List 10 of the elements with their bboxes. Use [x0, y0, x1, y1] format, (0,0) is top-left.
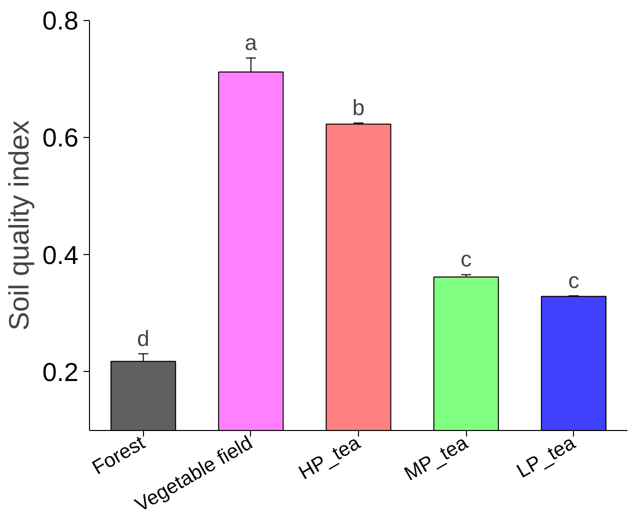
annotation: b [352, 95, 365, 120]
annotation: d [137, 326, 150, 351]
y-axis-title: Soil quality index [3, 120, 34, 331]
y-tick-label: 0.4 [42, 240, 79, 270]
annotation: a [244, 30, 258, 55]
annotation: c [460, 246, 472, 272]
y-tick-label: 0.2 [42, 356, 79, 387]
y-tick-label: 0.8 [42, 6, 79, 36]
annotation: c [568, 268, 580, 293]
y-tick-label: 0.6 [42, 122, 79, 153]
